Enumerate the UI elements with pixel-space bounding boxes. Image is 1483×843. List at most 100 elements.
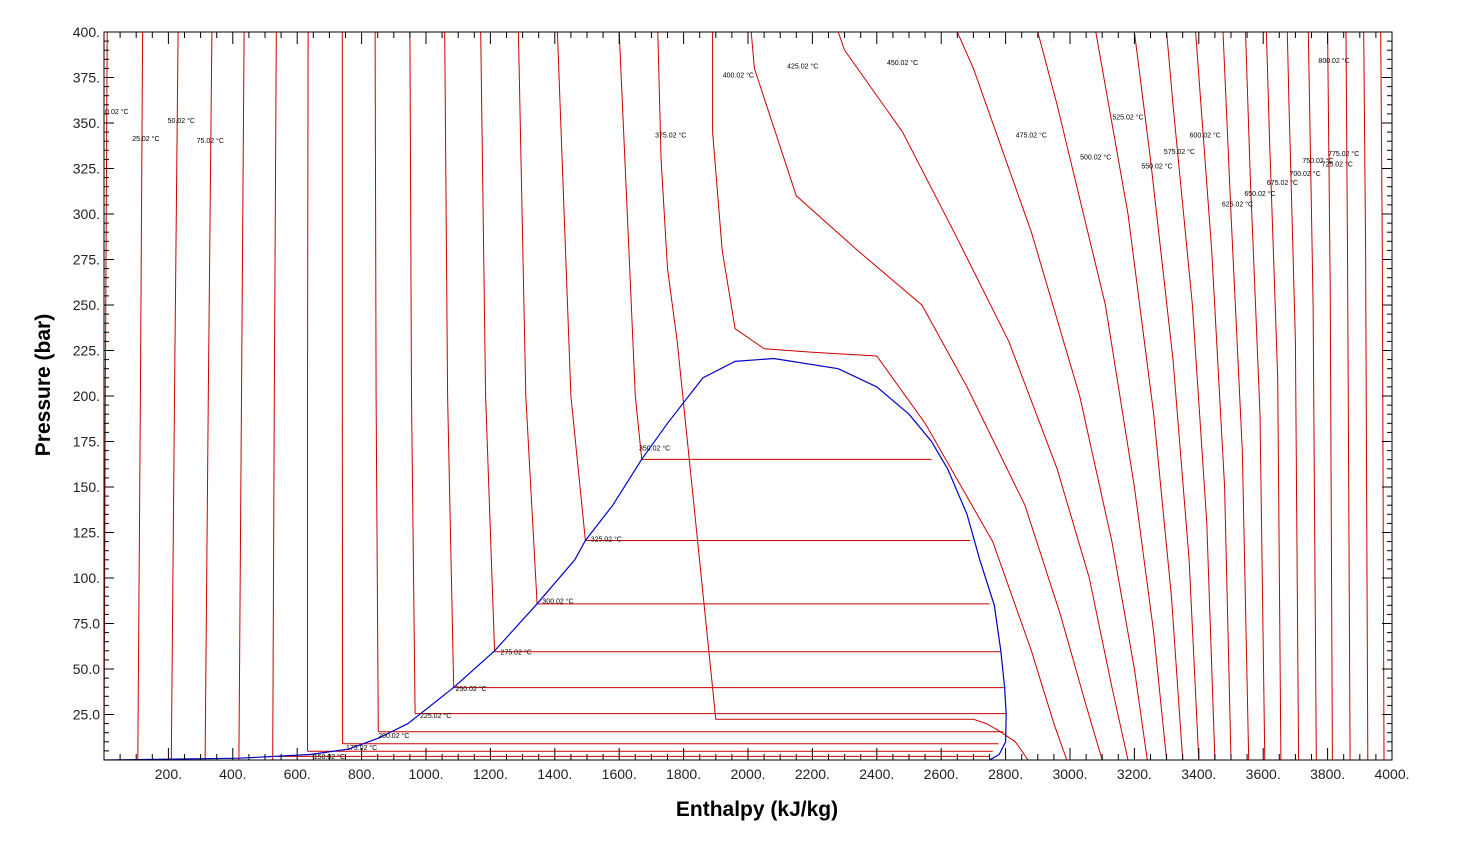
isotherm-label: 50.02 °C	[168, 117, 195, 125]
isotherm-line	[374, 32, 379, 732]
x-tick-label: 1200.	[473, 766, 508, 782]
isotherm-line	[618, 32, 643, 460]
x-tick-label: 3000.	[1052, 766, 1087, 782]
isotherm-line	[238, 32, 245, 760]
y-tick-label: 400.	[73, 24, 100, 40]
isotherm-label: 475.02 °C	[1016, 132, 1047, 140]
saturation-curve	[104, 357, 1007, 760]
y-tick-label: 350.	[73, 115, 100, 131]
x-axis-title: Enthalpy (kJ/kg)	[676, 798, 838, 821]
isotherm-line	[1345, 32, 1351, 760]
isotherm-label: 500.02 °C	[1080, 153, 1111, 161]
y-tick-label: 200.	[73, 388, 100, 404]
isotherm-line	[1380, 32, 1385, 760]
x-tick-label: 2600.	[924, 766, 959, 782]
y-tick-label: 150.	[73, 479, 100, 495]
x-tick-label: 1600.	[602, 766, 637, 782]
isotherm-label: 200.02 °C	[378, 732, 409, 740]
y-tick-label: 100.	[73, 570, 100, 586]
isotherm-line	[1327, 32, 1333, 760]
x-tick-label: 3400.	[1181, 766, 1216, 782]
isotherm-label: 450.02 °C	[887, 59, 918, 67]
isotherm-line	[170, 32, 179, 760]
isotherm-label: 325.02 °C	[591, 536, 622, 544]
isotherm-label: 75.02 °C	[197, 137, 224, 145]
isotherm-label: 225.02 °C	[420, 712, 451, 720]
x-tick-label: 600.	[284, 766, 311, 782]
isotherm-line	[1363, 32, 1369, 760]
x-tick-label: 1800.	[666, 766, 701, 782]
isotherm-line	[1133, 32, 1200, 760]
isotherm-label: 800.02 °C	[1318, 57, 1349, 65]
isotherm-line	[517, 32, 538, 604]
isotherm-line	[137, 32, 144, 760]
isotherm-label: 550.02 °C	[1141, 163, 1172, 171]
x-tick-label: 1000.	[408, 766, 443, 782]
y-tick-label: 225.	[73, 343, 100, 359]
x-tick-label: 4000.	[1374, 766, 1409, 782]
y-tick-label: 175.	[73, 434, 100, 450]
axes	[103, 31, 1393, 761]
isotherm-line	[1095, 32, 1184, 760]
isotherm-line	[1166, 32, 1216, 760]
y-tick-label: 250.	[73, 297, 100, 313]
isotherm-label: 575.02 °C	[1164, 148, 1195, 156]
x-tick-label: 2800.	[988, 766, 1023, 782]
isotherm-line	[272, 32, 277, 760]
isotherm-label: 175.02 °C	[346, 744, 377, 752]
isotherm-line	[956, 32, 1148, 760]
y-axis-title: Pressure (bar)	[32, 314, 55, 456]
x-tick-label: 2400.	[859, 766, 894, 782]
isotherm-label: 675.02 °C	[1267, 179, 1298, 187]
isotherm-line	[556, 32, 586, 541]
isotherm-label: 25.02 °C	[132, 135, 159, 143]
x-tick-label: 400.	[219, 766, 246, 782]
isotherm-label: 375.02 °C	[655, 132, 686, 140]
isobar-lines	[277, 458, 1007, 757]
isotherm-line	[480, 32, 496, 652]
isotherm-label: 350.02 °C	[639, 445, 670, 453]
isotherm-line	[1222, 32, 1250, 760]
x-tick-label: 800.	[348, 766, 375, 782]
x-tick-label: 3800.	[1310, 766, 1345, 782]
y-tick-label: 375.	[73, 70, 100, 86]
isotherm-label: 525.02 °C	[1112, 113, 1143, 121]
isotherm-label: 750.02 °C	[1302, 157, 1333, 165]
y-tick-label: 125.	[73, 525, 100, 541]
isotherm-label: 275.02 °C	[501, 648, 532, 656]
isotherm-line	[1265, 32, 1282, 760]
y-tick-label: 25.0	[73, 707, 100, 723]
isotherm-label: 300.02 °C	[542, 597, 573, 605]
tick-labels: 200. 400. 600. 800. 1000. 1200. 1400. 1600. 1800…	[73, 24, 1410, 782]
y-tick-label: 325.	[73, 161, 100, 177]
isotherm-label: 650.02 °C	[1244, 190, 1275, 198]
isotherm-label: 0.02 °C	[105, 108, 128, 116]
isotherm-label: 400.02 °C	[723, 72, 754, 80]
isotherm-line	[657, 32, 1029, 760]
isotherm-label: 775.02 °C	[1328, 150, 1359, 158]
y-tick-label: 300.	[73, 206, 100, 222]
isotherm-label: 700.02 °C	[1289, 170, 1320, 178]
isotherm-label: 725.02 °C	[1322, 161, 1353, 169]
isotherm-curves	[104, 32, 1385, 760]
y-tick-label: 50.0	[73, 661, 100, 677]
isotherm-line	[837, 32, 1129, 760]
isotherm-line	[307, 32, 309, 752]
y-tick-label: 75.0	[73, 616, 100, 632]
isotherm-line	[1037, 32, 1168, 760]
isotherm-label: 425.02 °C	[787, 62, 818, 70]
isotherm-label: 250.02 °C	[455, 685, 486, 693]
isotherm-line	[1195, 32, 1232, 760]
saturation-dome	[104, 357, 1007, 760]
isotherm-line	[750, 32, 1103, 760]
isotherm-line	[409, 32, 416, 714]
x-tick-label: 2200.	[795, 766, 830, 782]
isotherm-line	[1286, 32, 1300, 760]
x-tick-label: 200.	[155, 766, 182, 782]
y-tick-label: 275.	[73, 252, 100, 268]
isotherm-line	[1245, 32, 1266, 760]
isotherm-label: 150.02 °C	[314, 753, 345, 761]
x-tick-label: 3200.	[1117, 766, 1152, 782]
isotherm-label: 600.02 °C	[1190, 132, 1221, 140]
